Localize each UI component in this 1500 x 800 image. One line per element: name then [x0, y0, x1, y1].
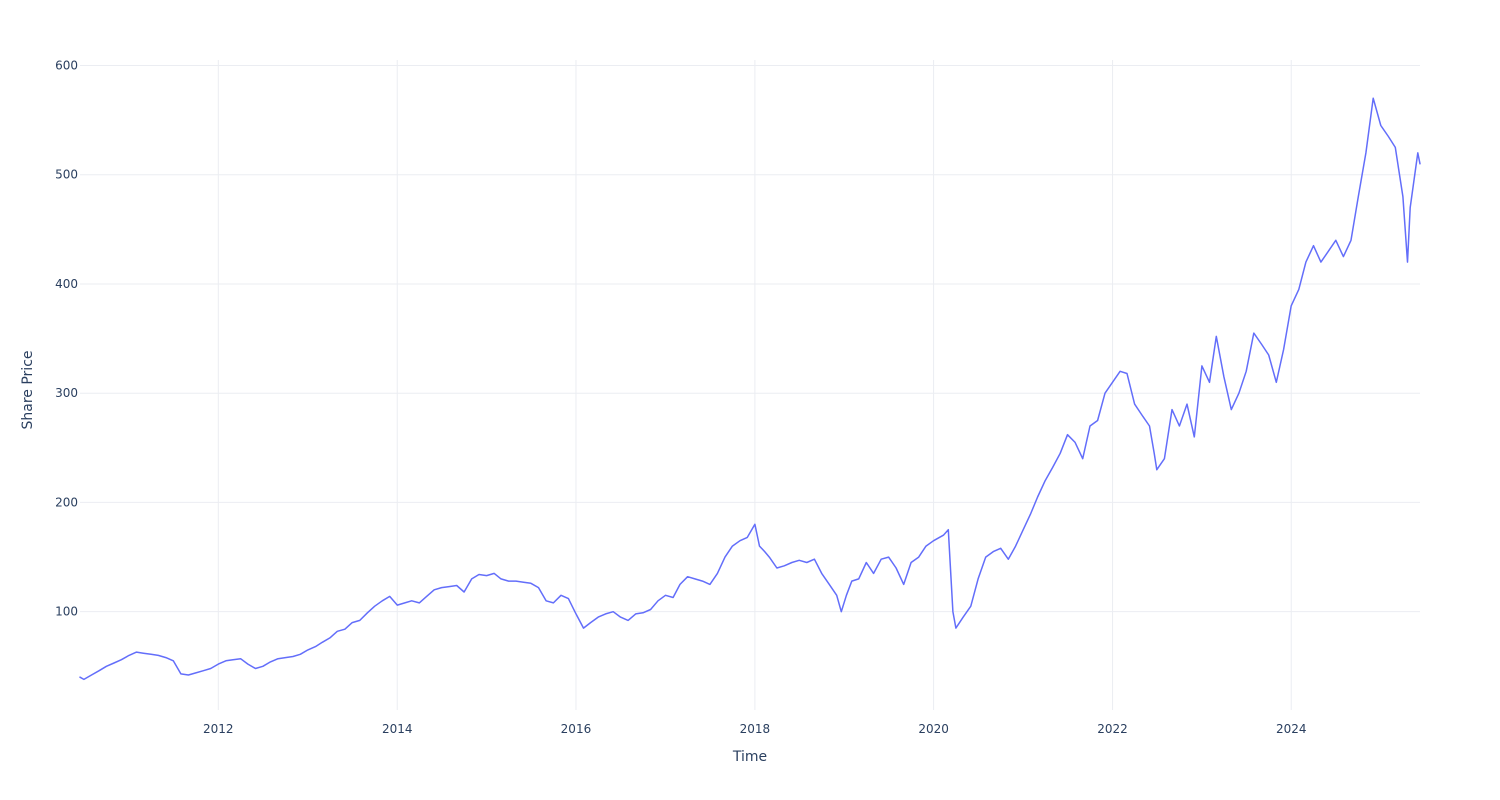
x-tick-2020: 2020 [918, 722, 949, 736]
y-tick-labels: 100 200 300 400 500 600 [55, 58, 78, 618]
y-tick-300: 300 [55, 386, 78, 400]
x-axis-title: Time [732, 749, 767, 765]
x-tick-labels: 2012 2014 2016 2018 2020 2022 2024 [203, 722, 1306, 736]
x-tick-2016: 2016 [561, 722, 592, 736]
x-tick-2018: 2018 [740, 722, 771, 736]
x-tick-2014: 2014 [382, 722, 413, 736]
series-line-0 [79, 97, 1421, 681]
y-axis-title: Share Price [20, 350, 36, 429]
series-layer [79, 97, 1421, 681]
y-tick-200: 200 [55, 495, 78, 509]
x-gridlines [217, 60, 1292, 710]
y-gridlines [80, 64, 1420, 613]
y-tick-100: 100 [55, 605, 78, 619]
x-tick-2024: 2024 [1276, 722, 1307, 736]
x-tick-2022: 2022 [1097, 722, 1128, 736]
x-tick-2012: 2012 [203, 722, 234, 736]
y-tick-500: 500 [55, 168, 78, 182]
y-tick-600: 600 [55, 58, 78, 72]
y-tick-400: 400 [55, 277, 78, 291]
